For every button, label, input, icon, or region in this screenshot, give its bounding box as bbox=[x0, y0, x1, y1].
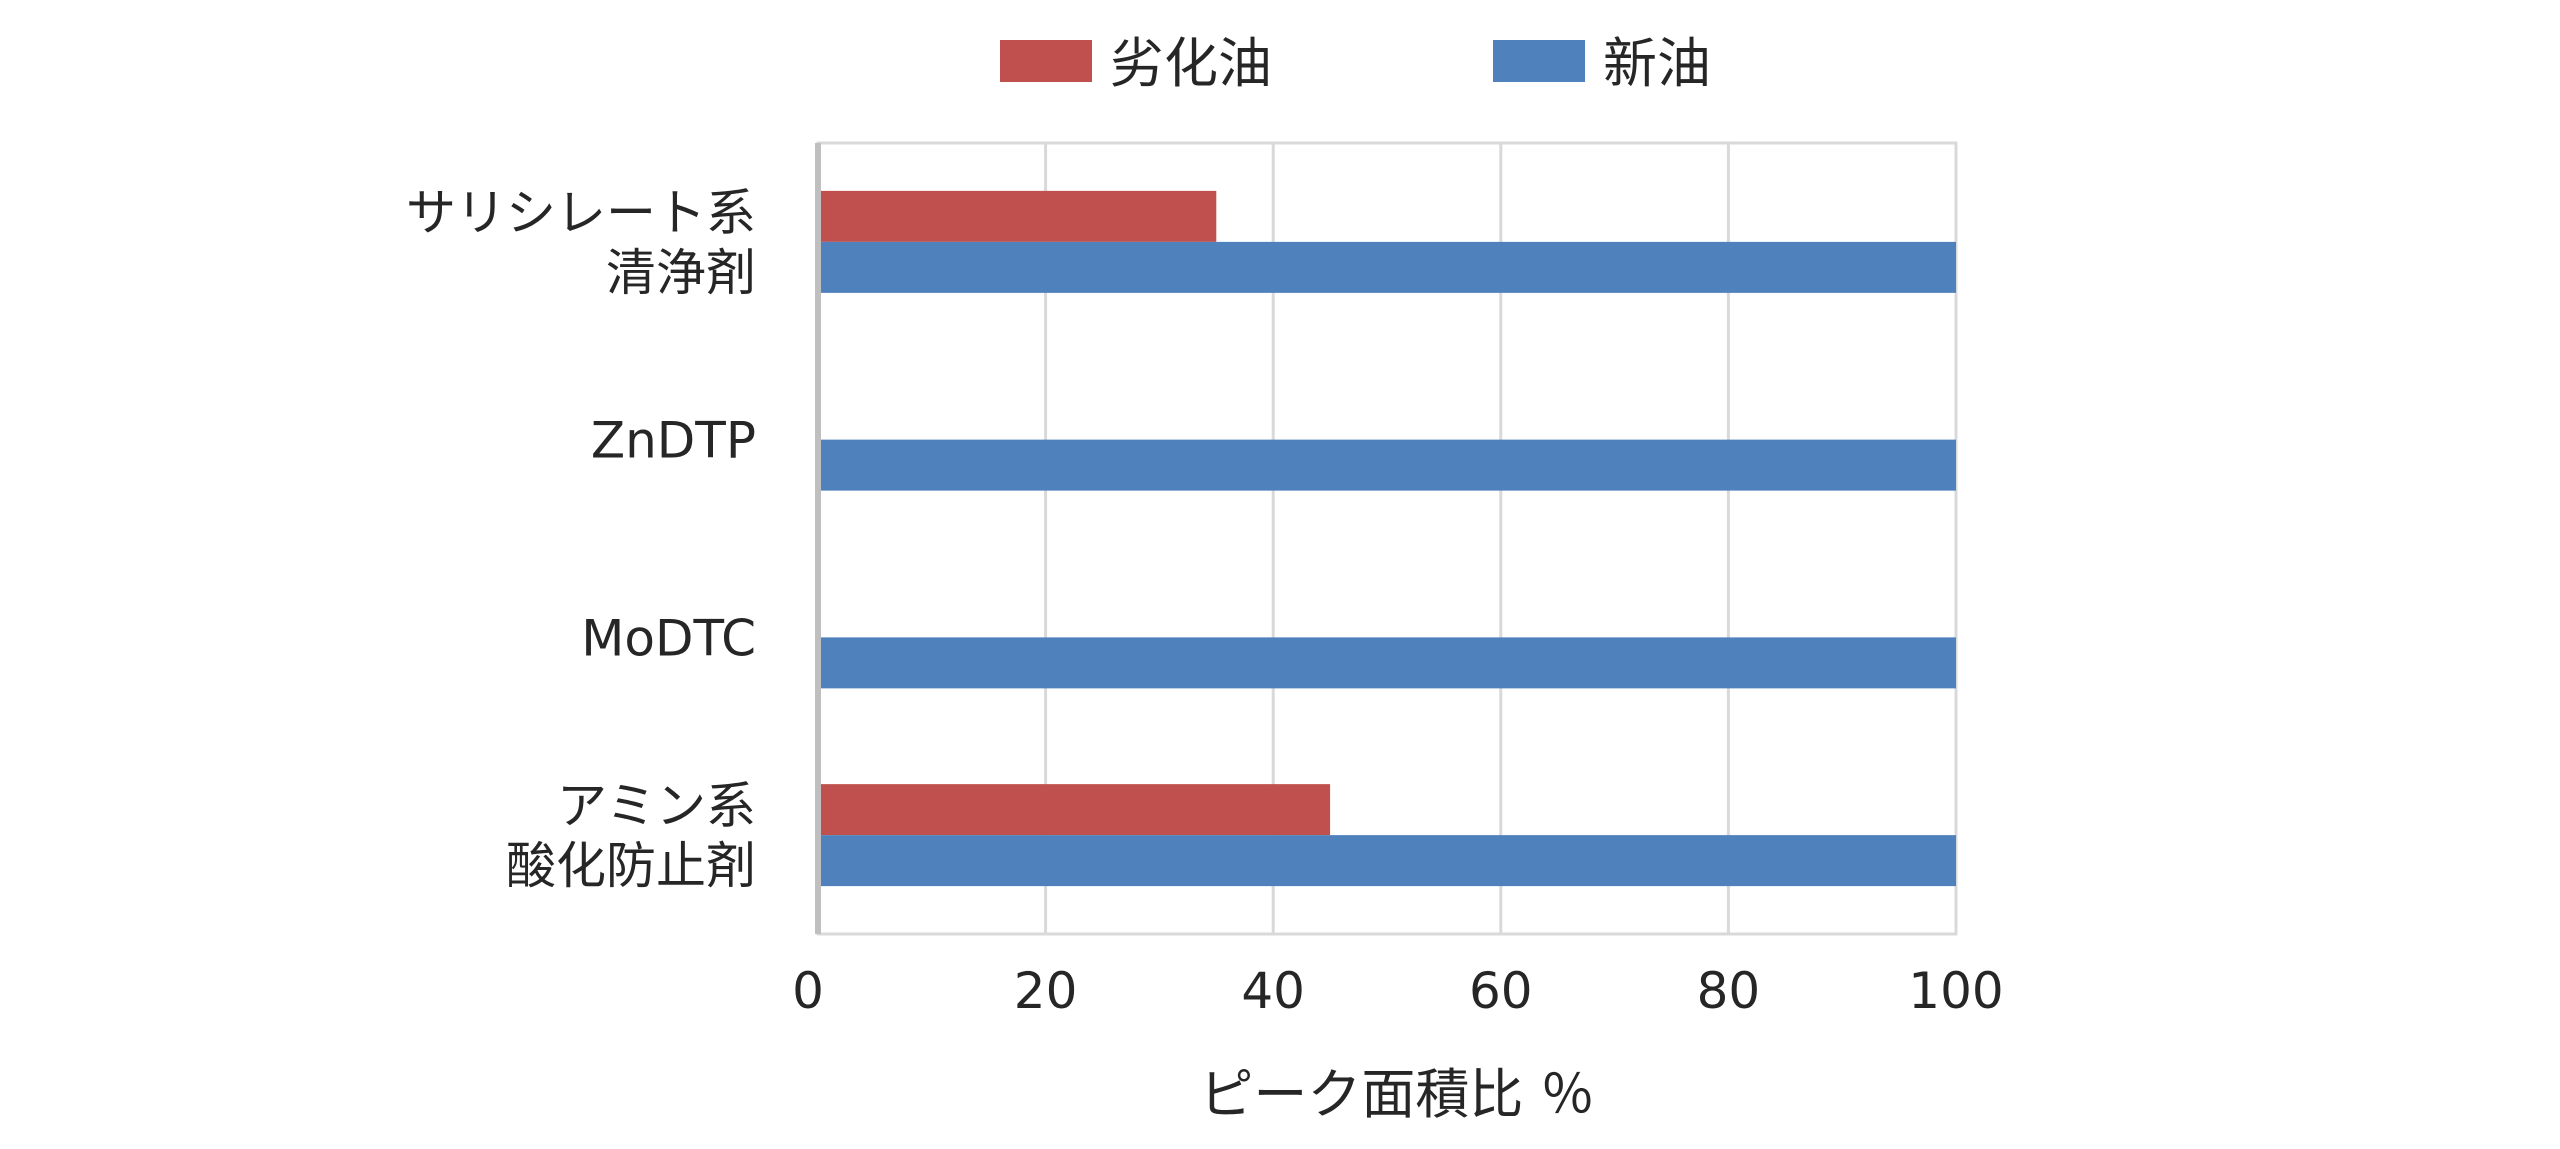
category-label: MoDTC bbox=[581, 609, 756, 667]
bar-new-oil-1 bbox=[818, 439, 1956, 491]
legend-label-degraded-oil: 劣化油 bbox=[1110, 32, 1272, 95]
category-label: 酸化防止剤 bbox=[506, 837, 756, 895]
legend-swatch-new-oil bbox=[1493, 40, 1585, 82]
x-tick-label: 60 bbox=[1469, 962, 1533, 1020]
bar-degraded-oil-3 bbox=[818, 784, 1331, 836]
category-label: ZnDTP bbox=[591, 412, 756, 470]
category-label: サリシレート系 bbox=[406, 184, 756, 242]
bar-degraded-oil-0 bbox=[818, 190, 1217, 242]
x-tick-label: 0 bbox=[792, 962, 824, 1020]
category-label: 清浄剤 bbox=[606, 244, 756, 302]
x-tick-labels: 0 20 40 60 80 100 bbox=[792, 962, 2004, 1020]
category-label: アミン系 bbox=[557, 777, 756, 835]
x-tick-label: 40 bbox=[1241, 962, 1305, 1020]
x-tick-label: 20 bbox=[1014, 962, 1078, 1020]
legend-label-new-oil: 新油 bbox=[1603, 32, 1711, 95]
bar-new-oil-3 bbox=[818, 835, 1956, 887]
x-axis-title: ピーク面積比 ％ bbox=[1199, 1063, 1594, 1126]
x-tick-label: 80 bbox=[1697, 962, 1761, 1020]
legend: 劣化油 新油 bbox=[1000, 32, 1711, 95]
x-tick-label: 100 bbox=[1908, 962, 2003, 1020]
bar-new-oil-2 bbox=[818, 637, 1956, 689]
legend-swatch-degraded-oil bbox=[1000, 40, 1092, 82]
bar-new-oil-0 bbox=[818, 241, 1956, 293]
bars bbox=[818, 190, 1956, 887]
